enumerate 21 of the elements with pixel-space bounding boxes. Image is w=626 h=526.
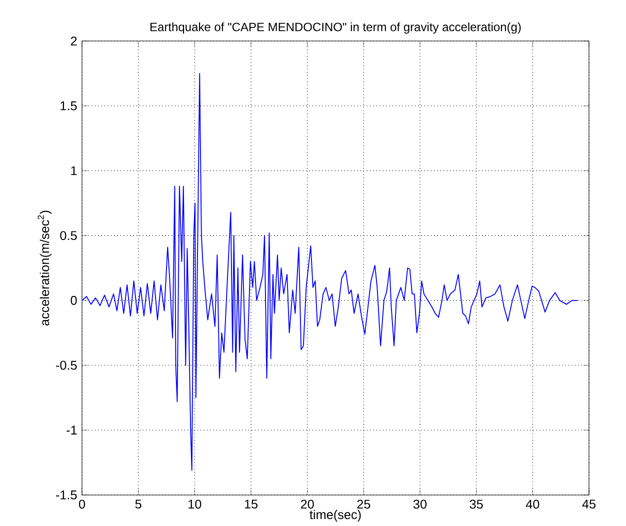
x-tick-label: 10 xyxy=(188,500,202,509)
x-tick-label: 5 xyxy=(135,500,142,509)
chart-title: Earthquake of "CAPE MENDOCINO" in term of gravity acceleration(g) xyxy=(150,22,521,34)
y-tick-label: 1 xyxy=(71,166,77,176)
y-tick-label: 1.5 xyxy=(60,101,77,110)
x-tick-label: 45 xyxy=(582,500,596,509)
y-tick-label: 0 xyxy=(70,296,77,305)
x-tick-label: 15 xyxy=(244,500,258,509)
x-tick-label: 40 xyxy=(526,500,540,509)
y-tick-label: 0.5 xyxy=(60,231,77,240)
x-axis-title: time(sec) xyxy=(310,510,361,522)
y-tick-label: 2 xyxy=(70,36,77,46)
y-tick-label: -1.5 xyxy=(56,490,77,500)
x-tick-label: 30 xyxy=(413,500,427,509)
x-tick-label: 20 xyxy=(300,500,314,509)
y-tick-label: -1 xyxy=(66,426,77,434)
y-axis-title: acceleration(m/sec$^{2}$) xyxy=(38,210,52,326)
x-tick-label: 35 xyxy=(470,500,483,509)
x-tick-label: 25 xyxy=(357,500,370,509)
x-tick-label: 0 xyxy=(78,500,86,509)
y-tick-label: -0.5 xyxy=(56,360,77,370)
